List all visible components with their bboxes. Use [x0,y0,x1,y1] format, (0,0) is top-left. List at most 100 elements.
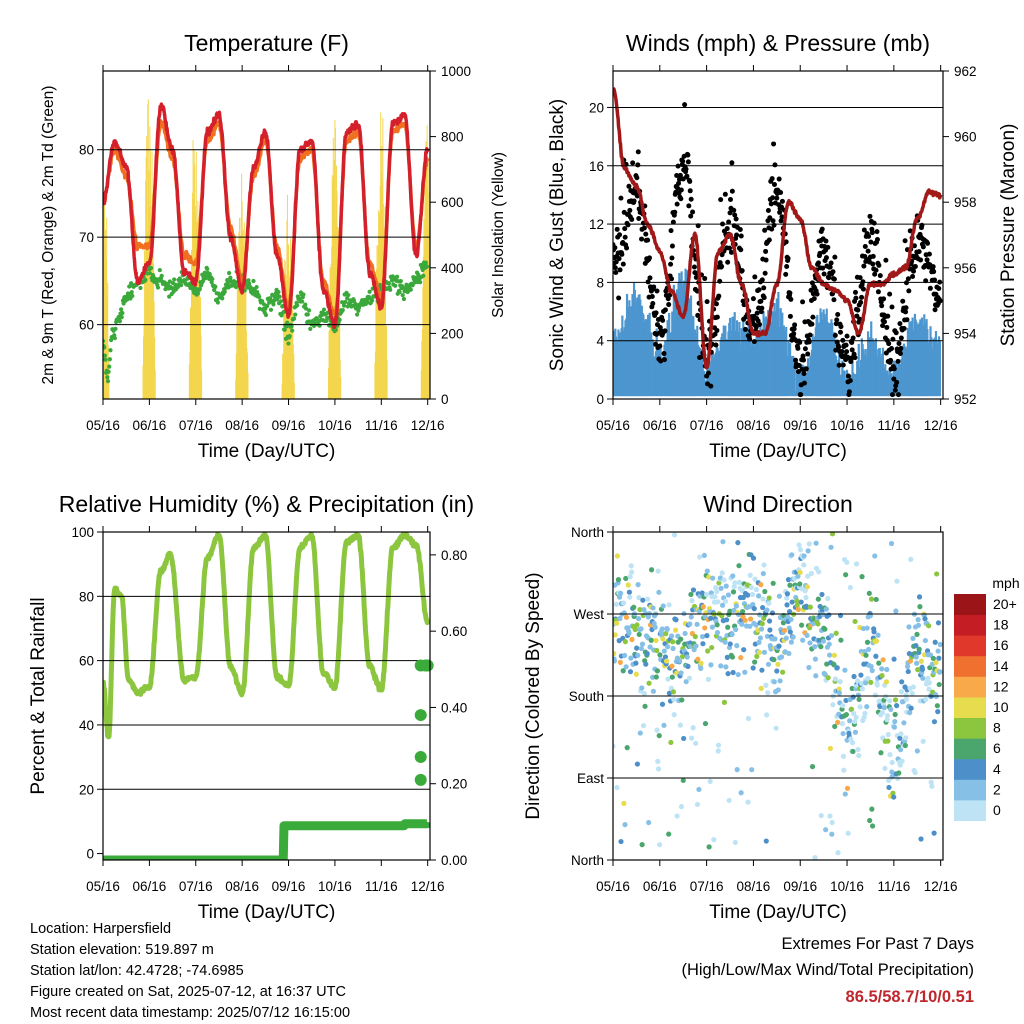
y-tick-label: 80 [79,589,94,604]
direction-point [856,752,862,759]
direction-point [646,680,652,686]
dewpoint-point [393,283,398,288]
direction-point [852,729,859,735]
direction-point [893,608,899,614]
direction-point [696,786,702,793]
y2-tick-label: 960 [954,130,977,145]
direction-point [850,694,856,700]
direction-point [866,590,872,596]
gust-point [614,226,620,232]
direction-point [644,650,650,657]
dewpoint-point [155,285,161,290]
direction-point [747,572,753,578]
dewpoint-point [119,307,124,312]
gust-point [912,263,918,269]
direction-point [646,819,652,826]
gust-point [617,232,623,238]
gust-point [865,248,871,254]
gust-point [787,313,793,319]
gust-point [827,264,833,270]
gust-point [905,276,911,282]
direction-point [639,641,646,647]
gust-point [821,271,827,277]
direction-point [738,790,744,796]
direction-point [650,605,656,611]
direction-point [909,690,915,696]
extremes-values: 86.5/58.7/10/0.51 [845,988,974,1006]
direction-point [781,627,788,634]
gust-point [831,297,837,303]
direction-point [678,636,684,642]
direction-point [832,723,838,730]
gust-point [685,159,691,165]
y2-tick-label: 1000 [441,64,471,79]
direction-point [627,594,633,600]
gust-point [874,236,880,242]
gust-point [903,305,909,311]
dewpoint-point [148,265,154,271]
direction-point [778,654,785,660]
direction-point [842,667,848,673]
direction-point [655,758,661,764]
direction-point [709,624,715,630]
gust-point [657,343,663,349]
legend-label: 16 [993,637,1009,653]
gust-point [932,307,938,313]
gust-point [759,277,765,283]
direction-point [628,563,634,569]
y2-tick-label: 0.80 [441,548,467,563]
legend-label: 4 [993,761,1001,777]
gust-point [920,244,926,250]
direction-point [828,633,835,639]
direction-point [749,591,756,598]
direction-point [727,608,733,614]
gust-point [719,263,725,269]
gust-point [733,216,739,222]
direction-point [889,769,895,775]
direction-point [622,652,628,659]
gust-point [639,236,645,242]
direction-point [806,541,812,547]
gust-point [660,317,666,323]
direction-point [826,641,832,647]
direction-point [869,667,875,674]
direction-point [844,785,851,791]
direction-point [735,540,741,546]
dewpoint-point [128,281,134,286]
dewpoint-point [227,270,232,276]
gust-point [858,299,864,305]
direction-point [933,693,939,700]
direction-point [865,646,872,653]
direction-point [685,663,691,669]
gust-point [918,257,924,263]
gust-point [885,313,891,319]
direction-point [665,644,671,650]
y2-axis-label: Station Pressure (Maroon) [998,124,1019,347]
direction-point [725,624,731,630]
direction-point [859,686,865,692]
x-tick-label: 11/16 [365,879,398,894]
direction-point [934,703,940,709]
gust-point [643,231,649,237]
direction-point [927,652,934,658]
direction-point [664,626,670,632]
dewpoint-point [305,312,310,317]
direction-point [715,748,721,754]
gust-point [857,275,863,281]
dewpoint-point [213,284,218,289]
direction-point [899,679,905,685]
gust-point [815,260,821,266]
direction-point [729,631,735,637]
direction-point [885,732,891,738]
direction-point [634,645,640,651]
direction-point [655,766,662,772]
direction-point [807,604,813,610]
timestamp-text: Most recent data timestamp: 2025/07/12 1… [30,1005,351,1021]
x-tick-label: 11/16 [877,418,910,433]
extremes-subtitle: (High/Low/Max Wind/Total Precipitation) [681,961,974,979]
dewpoint-point [271,302,276,307]
x-tick-label: 12/16 [924,418,958,433]
direction-point [684,654,690,660]
dewpoint-point [279,313,284,318]
chart-title: Relative Humidity (%) & Precipitation (i… [59,491,474,517]
